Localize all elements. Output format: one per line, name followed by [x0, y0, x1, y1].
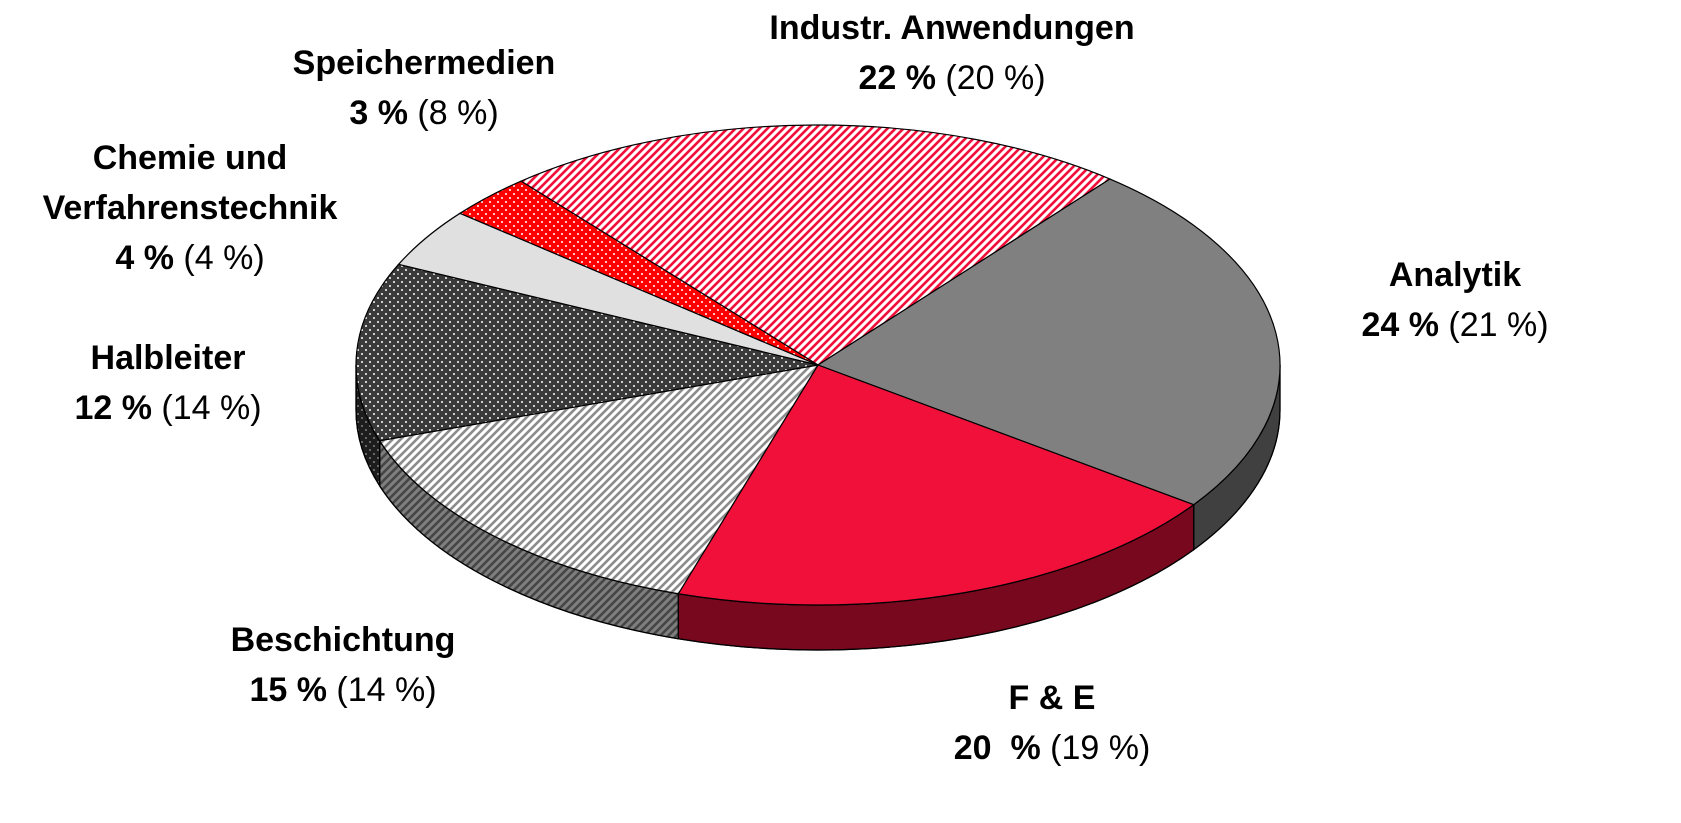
prior-value-label: (21 %): [1448, 306, 1549, 344]
value-line: 15 % (14 %): [231, 665, 456, 715]
value-line: 4 % (4 %): [15, 233, 365, 283]
value-label: 24 %: [1361, 306, 1439, 344]
category-name: Industr. Anwendungen: [769, 9, 1135, 47]
category-name: Speichermedien: [292, 44, 556, 82]
slice-label: Analytik 24 % (21 %): [1361, 250, 1548, 350]
category-name: Speichermedien: [293, 38, 556, 88]
pie-slice: [355, 263, 819, 442]
category-name: Analytik: [1361, 250, 1548, 300]
value-line: 24 % (21 %): [1361, 300, 1548, 350]
pie-slice: [816, 178, 1281, 506]
slice-label: Halbleiter 12 % (14 %): [74, 333, 261, 433]
slice-label: F & E 20 % (19 %): [954, 673, 1151, 773]
pie-slice: [458, 180, 819, 366]
pie-slice: [519, 124, 1112, 366]
value-label: 3 %: [349, 94, 408, 132]
value-label: 12 %: [74, 389, 152, 427]
prior-value-label: (20 %): [945, 59, 1046, 97]
category-name: Chemie und Verfahrenstechnik: [42, 139, 338, 227]
slice-label: Industr. Anwendungen 22 % (20 %): [769, 3, 1134, 103]
category-name: Analytik: [1388, 256, 1522, 294]
prior-value-label: (4 %): [183, 239, 265, 277]
slice-label: Beschichtung 15 % (14 %): [231, 615, 456, 715]
category-name: Halbleiter: [74, 333, 261, 383]
value-line: 20 % (19 %): [954, 723, 1151, 773]
pie-slice: [677, 364, 1195, 606]
value-line: 22 % (20 %): [769, 53, 1134, 103]
category-name: Halbleiter: [90, 339, 246, 377]
prior-value-label: (8 %): [417, 94, 499, 132]
prior-value-label: (14 %): [336, 671, 437, 709]
value-line: 3 % (8 %): [293, 88, 556, 138]
category-name: F & E: [954, 673, 1151, 723]
value-label: 15 %: [249, 671, 327, 709]
category-name: Beschichtung: [231, 615, 456, 665]
category-name: Industr. Anwendungen: [769, 3, 1134, 53]
prior-value-label: (19 %): [1050, 729, 1151, 767]
slice-label: Speichermedien 3 % (8 %): [293, 38, 556, 138]
value-label: 20 %: [953, 729, 1041, 767]
category-name: Beschichtung: [230, 621, 456, 659]
value-line: 12 % (14 %): [74, 383, 261, 433]
prior-value-label: (14 %): [161, 389, 262, 427]
slice-label: Chemie und Verfahrenstechnik 4 % (4 %): [15, 133, 365, 283]
category-name: F & E: [1008, 679, 1096, 717]
category-name: Chemie und Verfahrenstechnik: [15, 133, 365, 233]
value-label: 22 %: [858, 59, 936, 97]
value-label: 4 %: [115, 239, 174, 277]
